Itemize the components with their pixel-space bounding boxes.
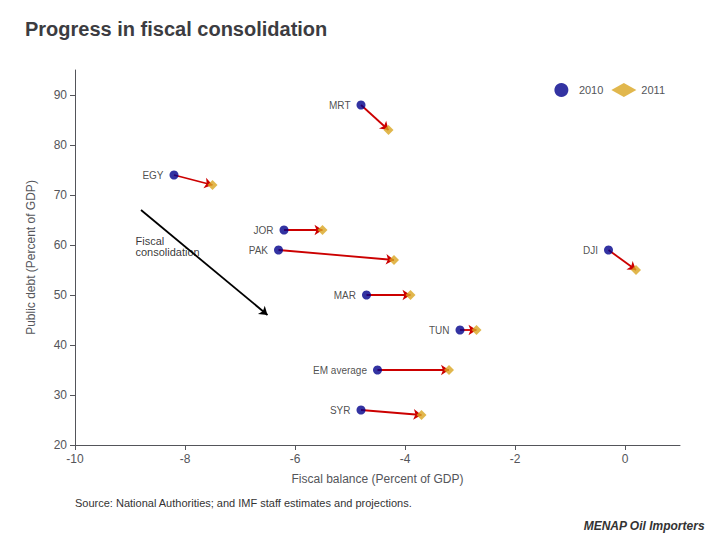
svg-text:20: 20 (54, 438, 68, 452)
svg-text:40: 40 (54, 338, 68, 352)
svg-text:MENAP Oil Importers: MENAP Oil Importers (584, 519, 705, 533)
svg-text:MAR: MAR (334, 290, 356, 301)
svg-text:50: 50 (54, 288, 68, 302)
svg-text:-6: -6 (290, 452, 301, 466)
svg-text:Public debt (Percent of GDP): Public debt (Percent of GDP) (24, 180, 38, 335)
svg-text:60: 60 (54, 238, 68, 252)
svg-text:80: 80 (54, 138, 68, 152)
svg-text:90: 90 (54, 88, 68, 102)
svg-text:EGY: EGY (142, 170, 163, 181)
svg-text:JOR: JOR (254, 225, 274, 236)
svg-text:EM average: EM average (313, 365, 367, 376)
svg-text:-10: -10 (66, 452, 84, 466)
svg-text:DJI: DJI (583, 245, 598, 256)
svg-text:2011: 2011 (641, 84, 665, 96)
svg-text:Fiscal: Fiscal (135, 234, 165, 247)
svg-text:70: 70 (54, 188, 68, 202)
svg-text:MRT: MRT (329, 100, 350, 111)
svg-text:-8: -8 (180, 452, 191, 466)
svg-text:30: 30 (54, 388, 68, 402)
svg-text:2010: 2010 (579, 84, 603, 96)
svg-text:-4: -4 (400, 452, 411, 466)
svg-text:Source: National Authorities;: Source: National Authorities; and IMF st… (75, 497, 412, 509)
svg-text:PAK: PAK (249, 245, 269, 256)
svg-text:Fiscal balance (Percent of GDP: Fiscal balance (Percent of GDP) (291, 472, 463, 486)
svg-text:-2: -2 (510, 452, 521, 466)
svg-text:SYR: SYR (330, 405, 351, 416)
svg-text:0: 0 (622, 452, 629, 466)
svg-text:consolidation: consolidation (136, 246, 200, 258)
svg-text:Progress in fiscal consolidati: Progress in fiscal consolidation (25, 18, 327, 40)
svg-text:TUN: TUN (429, 325, 450, 336)
